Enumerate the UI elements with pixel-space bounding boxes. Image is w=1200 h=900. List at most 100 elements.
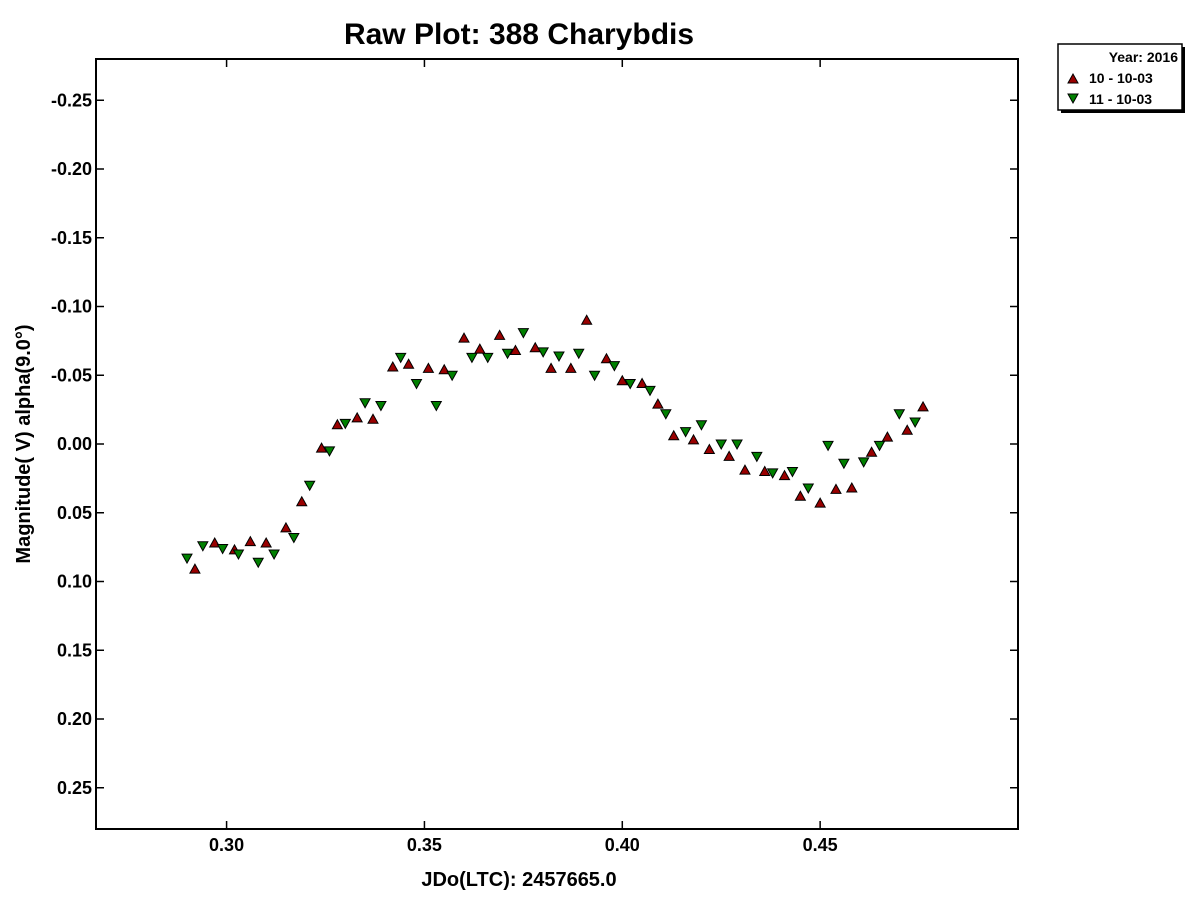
- data-point-series-10: [529, 341, 542, 353]
- y-tick-label: 0.10: [57, 572, 92, 592]
- y-tick-label: -0.05: [51, 365, 92, 385]
- y-tick-label: -0.25: [51, 90, 92, 110]
- data-point-series-11: [750, 451, 763, 463]
- data-point-series-11: [659, 409, 672, 420]
- legend-entry-series-10: 10 - 10-03: [1089, 70, 1153, 86]
- data-point-series-10: [794, 490, 807, 501]
- data-point-series-11: [766, 468, 779, 479]
- data-point-series-11: [695, 420, 708, 431]
- data-point-series-11: [715, 439, 728, 451]
- data-point-series-10: [652, 398, 664, 409]
- data-point-series-11: [802, 483, 815, 495]
- data-point-series-11: [588, 370, 601, 382]
- data-point-series-11: [501, 348, 514, 360]
- legend-marker-series-10: [1067, 72, 1079, 84]
- data-point-series-11: [268, 549, 280, 561]
- data-point-series-11: [822, 440, 834, 452]
- x-tick-label: 0.35: [407, 835, 442, 855]
- data-point-series-10: [565, 362, 577, 373]
- data-point-series-10: [814, 497, 826, 508]
- data-point-series-10: [458, 332, 470, 343]
- data-point-series-10: [509, 344, 522, 355]
- data-point-series-11: [517, 328, 530, 339]
- data-point-series-11: [232, 549, 245, 561]
- data-point-series-11: [394, 352, 407, 364]
- data-point-series-11: [430, 401, 443, 412]
- data-point-series-11: [893, 409, 906, 420]
- legend: Year: 2016 10 - 10-03 11 - 10-03: [1057, 43, 1185, 113]
- x-axis-label: JDo(LTC): 2457665.0: [421, 869, 616, 891]
- data-points: [181, 314, 929, 574]
- data-point-series-10: [351, 411, 364, 423]
- data-point-series-10: [244, 535, 257, 547]
- data-point-series-11: [216, 544, 229, 555]
- x-tick-label: 0.40: [605, 835, 640, 855]
- data-point-series-11: [339, 418, 352, 430]
- data-point-series-10: [545, 362, 557, 373]
- data-point-series-10: [845, 481, 858, 493]
- data-point-series-11: [410, 379, 423, 390]
- data-point-series-11: [252, 557, 265, 569]
- data-point-series-10: [758, 465, 771, 476]
- y-axis: -0.25 -0.20 -0.15 -0.10 -0.05 0.00 0.05 0.10 0.1…: [51, 90, 1018, 798]
- data-point-series-10: [315, 442, 328, 453]
- data-point-series-10: [600, 352, 613, 364]
- data-point-series-10: [901, 424, 914, 435]
- data-point-series-11: [572, 348, 585, 360]
- y-tick-label: 0.05: [57, 503, 92, 523]
- data-point-series-11: [466, 352, 478, 364]
- data-point-series-10: [331, 418, 344, 430]
- data-point-series-10: [422, 362, 435, 373]
- data-point-series-10: [865, 446, 878, 457]
- data-point-series-10: [723, 450, 735, 461]
- data-point-series-10: [580, 314, 593, 325]
- data-point-series-10: [881, 431, 894, 442]
- y-tick-label: 0.15: [57, 640, 92, 660]
- y-tick-label: 0.20: [57, 709, 92, 729]
- data-point-series-11: [553, 351, 565, 363]
- data-point-series-11: [288, 533, 300, 544]
- data-point-series-10: [189, 563, 201, 574]
- y-tick-label: -0.15: [51, 228, 92, 248]
- data-point-series-10: [493, 329, 506, 340]
- y-tick-label: 0.00: [57, 434, 92, 454]
- data-point-series-10: [473, 343, 486, 354]
- data-point-series-11: [857, 457, 870, 468]
- x-axis: 0.30 0.35 0.40 0.45: [209, 59, 838, 855]
- data-point-series-11: [624, 379, 637, 390]
- y-tick-label: -0.20: [51, 159, 92, 179]
- data-point-series-10: [386, 360, 399, 372]
- data-point-series-11: [537, 347, 549, 358]
- y-axis-label: Magnitude( V) alpha(9.0°): [13, 324, 35, 563]
- legend-marker-series-11: [1067, 93, 1079, 105]
- legend-entry-series-11: 11 - 10-03: [1089, 91, 1152, 107]
- y-tick-label: 0.25: [57, 778, 92, 798]
- data-point-series-11: [359, 398, 371, 409]
- data-point-series-11: [786, 467, 799, 478]
- data-point-series-11: [303, 480, 316, 492]
- data-point-series-11: [608, 361, 621, 372]
- data-point-series-10: [260, 536, 273, 548]
- data-point-series-11: [375, 401, 387, 412]
- data-point-series-10: [687, 433, 700, 445]
- data-point-series-10: [667, 429, 680, 441]
- data-point-series-11: [181, 553, 193, 565]
- data-point-series-11: [196, 541, 209, 552]
- data-point-series-11: [731, 439, 743, 451]
- data-point-series-11: [679, 427, 692, 438]
- data-point-series-11: [909, 417, 921, 429]
- data-point-series-10: [295, 495, 308, 507]
- x-tick-label: 0.45: [803, 835, 838, 855]
- data-point-series-11: [446, 370, 458, 382]
- data-point-series-10: [280, 521, 292, 533]
- x-tick-label: 0.30: [209, 835, 244, 855]
- plot-area: [95, 58, 1019, 830]
- data-point-series-10: [367, 413, 379, 424]
- data-point-series-11: [481, 352, 494, 364]
- data-point-series-10: [703, 443, 716, 454]
- legend-header: Year: 2016: [1109, 49, 1178, 65]
- data-point-series-11: [873, 440, 886, 452]
- data-point-series-10: [636, 377, 648, 388]
- data-point-series-10: [739, 464, 751, 475]
